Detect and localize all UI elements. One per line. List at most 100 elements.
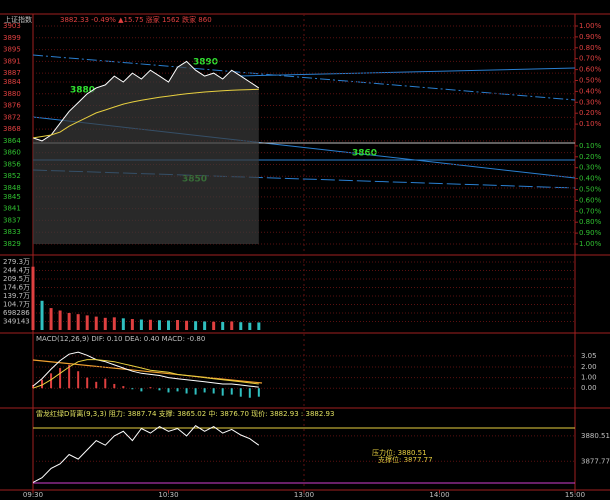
series-line bbox=[32, 88, 259, 139]
annotation: 3890 bbox=[193, 58, 218, 68]
y-tick-label: 3860 bbox=[3, 149, 21, 157]
y-tick-label: 3852 bbox=[3, 172, 21, 180]
y2-tick-label: 0.40% bbox=[579, 175, 602, 183]
y-tick-label: 3880.51 bbox=[581, 432, 610, 440]
y2-tick-label: 0.60% bbox=[579, 196, 602, 204]
y2-tick-label: 0.50% bbox=[579, 77, 602, 85]
volume-bar bbox=[221, 321, 225, 330]
y2-tick-label: 1.00% bbox=[579, 22, 602, 30]
annotation: 3880 bbox=[70, 86, 95, 96]
y-tick-label: 3864 bbox=[3, 137, 21, 145]
volume-bar bbox=[94, 316, 98, 330]
y-tick-label: 2.00 bbox=[581, 363, 597, 371]
volume-bar bbox=[49, 308, 53, 330]
volume-bar bbox=[103, 317, 107, 330]
y-tick-label: 209.5万 bbox=[3, 275, 30, 283]
y2-tick-label: 0.20% bbox=[579, 109, 602, 117]
volume-bar bbox=[194, 321, 198, 330]
trend-line bbox=[32, 54, 576, 101]
price-area bbox=[33, 61, 259, 245]
y2-tick-label: 0.80% bbox=[579, 44, 602, 52]
ticker-quote: 3882.33 -0.49% ▲15.75 涨家 1562 跌家 860 bbox=[60, 15, 212, 24]
volume-bar bbox=[121, 318, 125, 330]
volume-bar bbox=[76, 314, 80, 330]
volume-bar bbox=[130, 319, 134, 330]
y-tick-label: 3899 bbox=[3, 34, 21, 42]
y2-tick-label: 1.00% bbox=[579, 240, 602, 248]
y-tick-label: 3872 bbox=[3, 113, 21, 121]
series-line bbox=[32, 425, 260, 483]
y2-tick-label: 0.40% bbox=[579, 87, 602, 95]
annotation: 压力位: 3880.51 bbox=[372, 448, 427, 457]
y2-tick-label: 0.10% bbox=[579, 142, 602, 150]
y2-tick-label: 0.70% bbox=[579, 207, 602, 215]
y-tick-label: 3856 bbox=[3, 160, 21, 168]
y2-tick-label: 0.10% bbox=[579, 120, 602, 128]
x-tick-label: 15:00 bbox=[565, 491, 585, 499]
y2-tick-label: 0.90% bbox=[579, 33, 602, 41]
y-tick-label: 3877.77 bbox=[581, 457, 610, 465]
y-tick-label: 3829 bbox=[3, 240, 21, 248]
y2-tick-label: 0.60% bbox=[579, 66, 602, 74]
volume-bar bbox=[58, 310, 62, 330]
macd-line bbox=[32, 359, 259, 389]
x-tick-label: 10:30 bbox=[158, 491, 178, 499]
y-tick-label: 3887 bbox=[3, 69, 21, 77]
volume-bar bbox=[257, 322, 261, 330]
y-tick-label: 3880 bbox=[3, 90, 21, 98]
y2-tick-label: 0.20% bbox=[579, 153, 602, 161]
x-tick-label: 13:00 bbox=[294, 491, 314, 499]
y-tick-label: 3845 bbox=[3, 193, 21, 201]
y2-tick-label: 0.90% bbox=[579, 229, 602, 237]
volume-bar bbox=[212, 321, 216, 330]
y-tick-label: 3903 bbox=[3, 22, 21, 30]
y-tick-label: 3891 bbox=[3, 57, 21, 65]
volume-bar bbox=[203, 321, 207, 330]
volume-bar bbox=[148, 319, 152, 330]
divergence-line bbox=[32, 359, 263, 384]
volume-bar bbox=[112, 317, 116, 330]
volume-bar bbox=[139, 319, 143, 330]
y-tick-label: 698286 bbox=[3, 309, 30, 317]
y-tick-label: 3837 bbox=[3, 216, 21, 224]
annotation: 支撑位: 3877.77 bbox=[378, 455, 433, 464]
y-tick-label: 1.00 bbox=[581, 374, 597, 382]
y-tick-label: 139.7万 bbox=[3, 292, 30, 300]
volume-bar bbox=[167, 320, 170, 330]
y-tick-label: 3868 bbox=[3, 125, 21, 133]
y-tick-label: 244.4万 bbox=[3, 266, 30, 274]
y2-tick-label: 0.50% bbox=[579, 186, 602, 194]
y2-tick-label: 0.30% bbox=[579, 164, 602, 172]
y-tick-label: 3876 bbox=[3, 102, 21, 110]
y-tick-label: 3833 bbox=[3, 228, 21, 236]
volume-bar bbox=[85, 315, 89, 330]
trend-line bbox=[239, 67, 576, 77]
series-line bbox=[32, 60, 260, 142]
y-tick-label: 279.3万 bbox=[3, 258, 30, 266]
y-tick-label: 3.05 bbox=[581, 352, 597, 360]
volume-bar bbox=[239, 322, 243, 330]
y-tick-label: 3841 bbox=[3, 205, 21, 213]
ticker-name: 上证指数 bbox=[4, 15, 32, 24]
x-tick-label: 09:30 bbox=[23, 491, 43, 499]
volume-bar bbox=[230, 321, 234, 330]
indicator-header: 雷龙红绿D背离(9,3,3) 阻力: 3887.74 支撑: 3865.02 中… bbox=[36, 409, 334, 418]
x-tick-label: 14:00 bbox=[429, 491, 449, 499]
volume-bar bbox=[157, 320, 161, 330]
macd-line bbox=[32, 351, 259, 388]
volume-bar bbox=[176, 320, 180, 330]
y-tick-label: 3895 bbox=[3, 46, 21, 54]
y-tick-label: 104.7万 bbox=[3, 301, 30, 309]
macd-header: MACD(12,26,9) DIF: 0.10 DEA: 0.40 MACD: … bbox=[36, 335, 205, 343]
volume-bar bbox=[31, 266, 35, 330]
y2-tick-label: 0.80% bbox=[579, 218, 602, 226]
y-tick-label: 0.00 bbox=[581, 384, 597, 392]
volume-bar bbox=[40, 300, 44, 330]
y-tick-label: 3848 bbox=[3, 184, 21, 192]
volume-bar bbox=[248, 322, 252, 330]
y-tick-label: 174.6万 bbox=[3, 283, 30, 291]
annotation: 3860 bbox=[352, 149, 377, 159]
